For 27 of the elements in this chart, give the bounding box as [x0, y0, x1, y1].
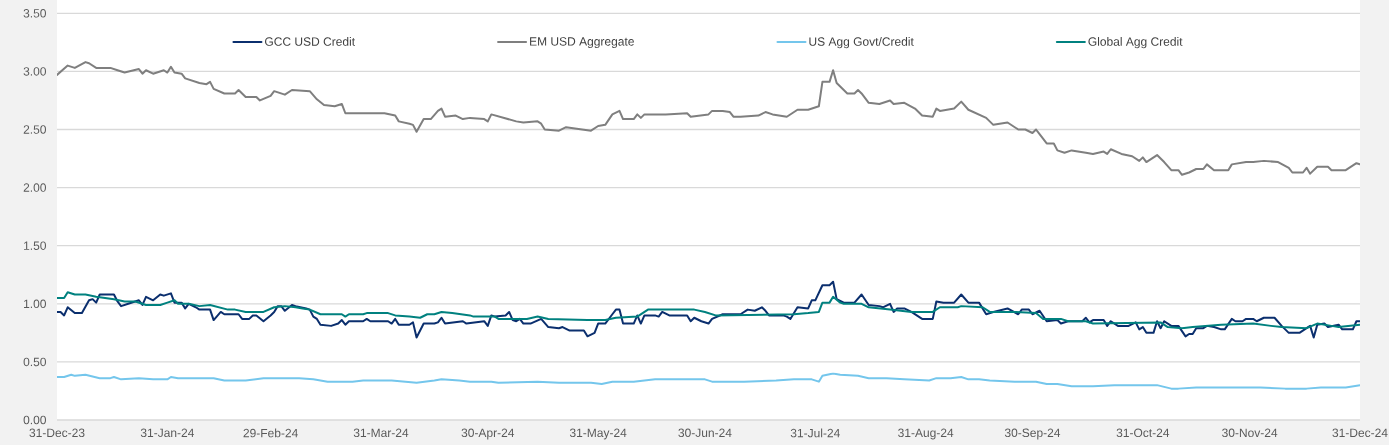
x-tick-label: 31-May-24 [569, 428, 627, 440]
line-series [57, 280, 1360, 339]
x-tick-label: 31-Aug-24 [898, 428, 954, 440]
x-tick-label: 30-Apr-24 [461, 428, 515, 440]
x-tick-label: 31-Oct-24 [1116, 428, 1170, 438]
y-tick-label: 1.50 [24, 241, 47, 250]
x-tick-label: 29-Feb-24 [243, 428, 298, 438]
x-tick-label: 30-Jun-24 [678, 428, 732, 438]
x-tick-label: 31-Jul-24 [790, 428, 840, 438]
x-tick-label: 30-Sep-24 [1004, 428, 1061, 440]
y-tick-label: 3.50 [23, 9, 47, 18]
y-tick-label: 1.00 [24, 299, 47, 309]
y-tick-label: 2.00 [23, 183, 47, 192]
y-tick-label: 0.00 [23, 415, 47, 425]
x-tick-label: 31-Jan-24 [140, 428, 195, 438]
x-tick-label: 31-Dec-23 [29, 428, 85, 438]
x-tick-label: 30-Nov-24 [1222, 428, 1278, 438]
y-tick-label: 2.50 [23, 125, 47, 134]
x-tick-label: 31-Dec-24 [1332, 428, 1388, 438]
legend-label: US Agg Govt/Credit [809, 37, 914, 49]
x-tick-label: 31-Mar-24 [353, 428, 409, 438]
legend-label: GCC USD Credit [265, 37, 355, 46]
y-tick-label: 0.50 [23, 357, 47, 367]
legend-label: Global Agg Credit [1088, 37, 1183, 49]
line-series [57, 291, 1360, 330]
y-tick-label: 3.00 [23, 67, 47, 76]
legend-label: EM USD Aggregate [530, 37, 634, 49]
